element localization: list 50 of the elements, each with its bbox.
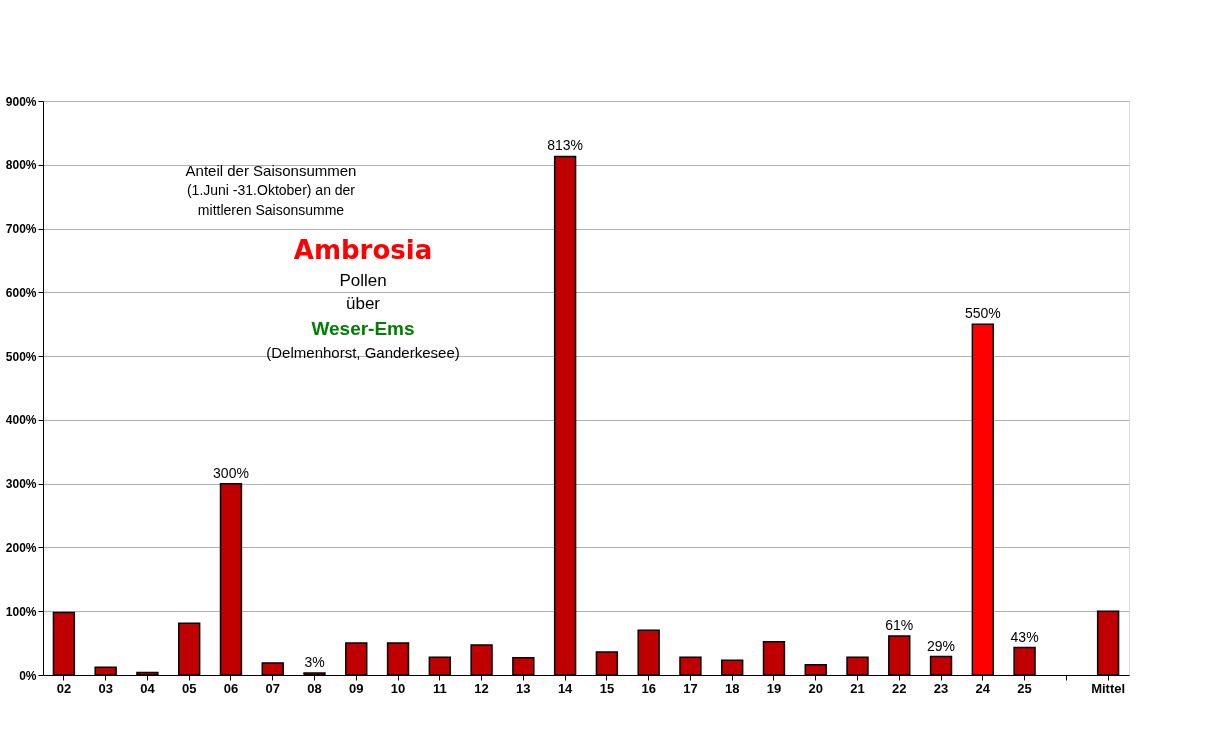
data-label: 813%	[547, 137, 584, 154]
x-tick-label: 07	[265, 680, 280, 696]
y-tick-label: 700%	[5, 222, 37, 237]
y-tick-label: 900%	[5, 94, 37, 109]
x-tick-label: 14	[557, 680, 574, 696]
annotation: Anteil der Saisonsummen	[185, 162, 357, 179]
data-label: 550%	[964, 305, 1001, 322]
data-label: 43%	[1010, 628, 1039, 645]
y-tick-label: 800%	[5, 158, 37, 173]
data-label: 61%	[885, 617, 914, 634]
y-tick-label: 400%	[5, 413, 37, 428]
y-tick-label: 200%	[5, 540, 37, 555]
x-tick-label: 02	[56, 680, 72, 696]
x-tick-label: 10	[390, 680, 406, 696]
annotation: (1.Juni -31.Oktober) an der	[186, 182, 356, 198]
x-tick-label: 25	[1017, 680, 1032, 696]
x-tick-label: 17	[683, 680, 698, 696]
y-tick-label: 300%	[5, 477, 37, 492]
annotation: Pollen	[339, 271, 387, 290]
y-tick-label: 100%	[5, 604, 37, 619]
data-label: 3%	[304, 654, 325, 671]
annotation: mittleren Saisonsumme	[197, 202, 345, 218]
y-tick-label: 500%	[5, 349, 37, 364]
x-tick-label: 08	[307, 680, 322, 696]
x-tick-label: 06	[223, 680, 239, 696]
x-tick-label: 21	[850, 680, 865, 696]
x-tick-label: Mittel	[1091, 680, 1126, 696]
x-tick-label: 05	[181, 680, 197, 696]
x-tick-label: 13	[516, 680, 531, 696]
y-tick-label: 0%	[19, 668, 37, 683]
x-tick-label: 16	[641, 680, 656, 696]
x-tick-label: 22	[892, 680, 907, 696]
y-tick-label: 600%	[5, 285, 37, 300]
data-label: 300%	[213, 464, 249, 481]
data-label: 29%	[927, 637, 956, 654]
x-tick-label: 12	[474, 680, 489, 696]
annotation: über	[345, 294, 381, 313]
text: Ambrosia	[293, 235, 433, 265]
x-tick-label: 18	[724, 680, 740, 696]
annotation: (Delmenhorst, Ganderkesee)	[266, 344, 460, 361]
x-tick-label: 11	[432, 680, 447, 696]
x-tick-label: 03	[98, 680, 113, 696]
x-tick-label: 20	[808, 680, 823, 696]
x-tick-label: 19	[766, 680, 782, 696]
x-tick-label: 15	[599, 680, 615, 696]
annotation: Weser-Ems	[311, 318, 415, 339]
x-tick-label: 23	[933, 680, 949, 696]
x-tick-label: 09	[349, 680, 364, 696]
x-tick-label: 24	[975, 680, 991, 696]
x-tick-label: 04	[140, 680, 156, 696]
